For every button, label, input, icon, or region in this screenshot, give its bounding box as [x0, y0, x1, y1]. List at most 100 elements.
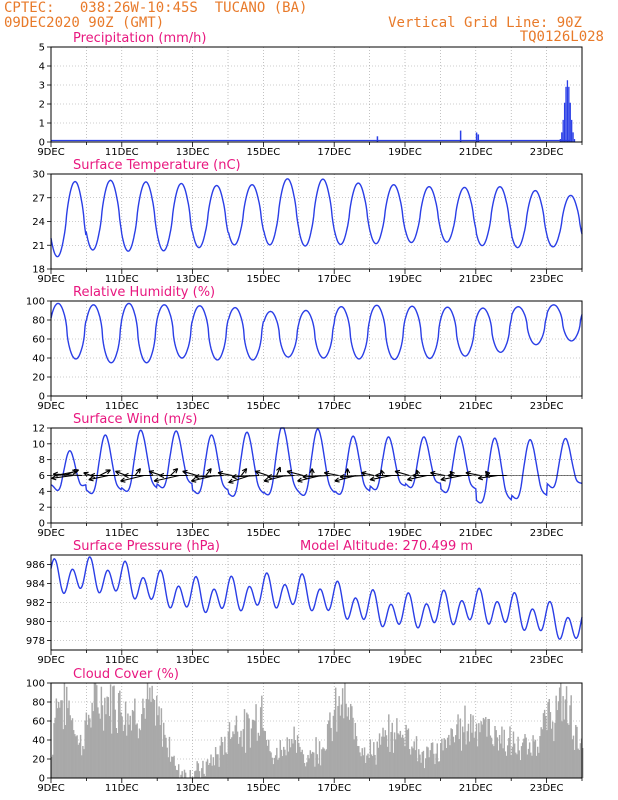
- cloud-bar: [79, 734, 82, 778]
- cloud-bar: [546, 730, 548, 778]
- cloud-bar: [239, 737, 241, 778]
- cloud-bar: [542, 713, 545, 778]
- cloud-bar: [338, 696, 340, 778]
- cloud-bar: [53, 723, 55, 778]
- cloud-bar: [233, 734, 235, 778]
- cloud-bar: [373, 742, 375, 778]
- cloud-bar: [371, 755, 374, 778]
- cloud-bar: [485, 717, 487, 778]
- cloud-bar: [363, 747, 366, 778]
- cloud-bar: [488, 718, 490, 778]
- x-tick-label: 21DEC: [459, 655, 493, 666]
- cloud-bar: [383, 736, 385, 778]
- cloud-bar: [423, 768, 426, 778]
- cloud-bar: [300, 752, 302, 778]
- gridlines-wind: [51, 428, 582, 523]
- cloud-bar: [91, 702, 93, 778]
- cloud-bar: [265, 739, 268, 778]
- cloud-bar: [202, 760, 204, 778]
- cloud-bar: [405, 724, 407, 778]
- plot-frame: [50, 554, 583, 651]
- cloud-bar: [59, 707, 61, 778]
- wind-series-line: [50, 427, 583, 504]
- cloud-bar: [124, 701, 127, 778]
- cloud-bar: [117, 692, 120, 778]
- cloud-bar: [475, 723, 478, 778]
- cloud-bar: [455, 735, 457, 778]
- cloud-bar: [277, 759, 279, 778]
- cloud-bar: [284, 749, 286, 778]
- cloud-bar: [195, 770, 197, 778]
- cloud-bar: [292, 743, 294, 778]
- cloud-bar: [311, 751, 314, 778]
- cloud-bar: [109, 684, 112, 778]
- x-tick-label: 13DEC: [176, 274, 210, 285]
- cloud-bar: [416, 761, 419, 778]
- cloud-bar: [301, 749, 303, 778]
- cloud-bar: [398, 734, 400, 778]
- cloud-bar: [550, 728, 553, 778]
- cloud-bar: [376, 741, 378, 778]
- cloud-bar: [247, 714, 249, 778]
- cloud-bar: [386, 746, 389, 778]
- cloud-bar: [164, 734, 166, 778]
- cloud-bar: [473, 737, 475, 778]
- cloud-bar: [160, 708, 163, 778]
- cloud-bar: [291, 739, 293, 778]
- cloud-bar: [494, 726, 496, 778]
- panel-pressure: 978 980 982 984 986 9DEC 11DEC 13DEC 15DEC 17DEC 1…: [26, 539, 583, 666]
- cloud-bar: [306, 762, 308, 778]
- cloud-bar: [318, 741, 321, 778]
- cloud-bar: [512, 731, 515, 778]
- x-tick-label: 21DEC: [459, 783, 493, 794]
- cloud-bar: [429, 750, 432, 778]
- cloud-bar: [93, 683, 96, 778]
- cloud-bar: [262, 727, 264, 778]
- wind-vector: [379, 469, 385, 476]
- cloud-bar: [254, 720, 256, 778]
- cloud-bar: [575, 724, 577, 778]
- wind-vector: [254, 470, 268, 477]
- cloud-bar: [470, 714, 472, 778]
- plot-frame: [50, 173, 583, 270]
- cloud-bar: [161, 746, 164, 778]
- cloud-bar: [51, 756, 53, 778]
- cloud-bar: [491, 744, 494, 778]
- wind-vector: [194, 474, 224, 480]
- cloud-bar: [123, 724, 126, 778]
- cloud-bar: [513, 743, 516, 778]
- cloud-bar: [100, 686, 103, 778]
- cloud-bar: [498, 734, 501, 778]
- cloud-bar: [97, 707, 99, 778]
- cloud-bar: [367, 753, 369, 778]
- x-tick-label: 17DEC: [317, 401, 351, 412]
- plot-frame: [50, 46, 583, 143]
- y-tick-label: 6: [39, 471, 45, 482]
- cloud-bar: [579, 743, 582, 778]
- cloud-bar: [142, 698, 144, 778]
- wind-vector: [88, 474, 109, 482]
- cloud-bar: [381, 736, 383, 778]
- wind-vector: [205, 468, 212, 476]
- precip-bar: [376, 136, 379, 142]
- cloud-bar: [225, 752, 227, 778]
- cloud-bar: [366, 755, 368, 778]
- plot-frame: [50, 427, 583, 524]
- cloud-bar: [149, 687, 151, 778]
- precip-bar: [569, 102, 571, 142]
- cloud-bar: [460, 750, 463, 778]
- cloud-bar: [377, 747, 380, 778]
- y-tick-label: 984: [26, 579, 45, 590]
- cloud-bar: [391, 722, 393, 778]
- cloud-bar: [463, 732, 465, 778]
- cloud-bar: [177, 764, 180, 778]
- cloud-bar: [309, 750, 312, 778]
- cloud-bar: [582, 748, 584, 778]
- cloud-bar: [159, 725, 161, 778]
- panel-title: Cloud Cover (%): [73, 667, 179, 682]
- x-tick-label: 19DEC: [388, 401, 422, 412]
- cloud-bar: [283, 746, 285, 778]
- cloud-bar: [449, 745, 451, 778]
- x-tick-label: 11DEC: [105, 147, 139, 158]
- cloud-bar: [336, 731, 338, 778]
